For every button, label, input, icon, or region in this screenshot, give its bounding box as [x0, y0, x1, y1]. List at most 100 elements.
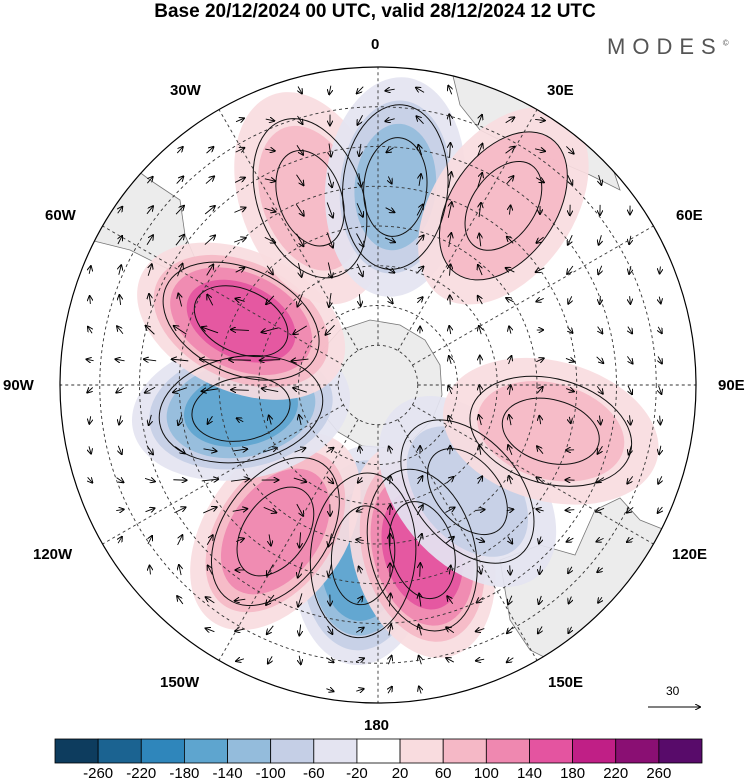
wind-vector: [205, 176, 214, 184]
wind-vector: [148, 536, 152, 545]
wind-vector: [596, 538, 604, 541]
wind-vector: [207, 295, 214, 306]
wind-vector: [269, 415, 271, 425]
contour-line: [193, 285, 289, 358]
wind-vector: [567, 175, 573, 184]
colorbar-tick-label: 260: [646, 765, 672, 782]
wind-vector: [659, 385, 662, 394]
lon-label-90w: 90W: [3, 377, 34, 394]
wind-vector: [598, 446, 603, 453]
wind-vector: [117, 326, 124, 335]
lon-label-30e: 30E: [547, 82, 574, 99]
wind-vector: [536, 268, 545, 272]
wind-vector: [235, 148, 245, 152]
wind-vector: [509, 415, 511, 426]
wind-vector: [327, 625, 333, 634]
wind-vector: [146, 206, 153, 215]
wind-vector: [628, 326, 632, 334]
wind-vector: [477, 173, 482, 188]
wind-vector: [204, 235, 215, 245]
wind-vector: [299, 655, 301, 665]
wind-vector: [266, 265, 273, 275]
wind-vector: [449, 114, 451, 126]
wind-vector: [175, 235, 184, 246]
longitude-line: [412, 404, 654, 545]
anomaly-blob: [477, 381, 625, 482]
wind-vector: [629, 445, 632, 455]
wind-vector: [509, 385, 510, 395]
lon-label-30w: 30W: [170, 82, 201, 99]
wind-vector: [630, 296, 631, 304]
wind-vector: [119, 265, 121, 275]
wind-vector: [449, 326, 450, 335]
wind-vector: [173, 387, 188, 393]
wind-vector: [356, 689, 363, 691]
wind-vector: [235, 599, 246, 601]
wind-vector: [448, 86, 451, 95]
map-border: [59, 66, 697, 704]
wind-vector: [146, 177, 152, 184]
wind-vector: [596, 385, 603, 393]
map-title: Base 20/12/2024 00 UTC, valid 28/12/2024…: [154, 1, 596, 22]
wind-vector: [232, 509, 248, 512]
wind-vector: [449, 172, 452, 188]
wind-vector: [231, 390, 249, 391]
wind-vector: [479, 415, 482, 426]
wind-vector: [565, 389, 574, 392]
wind-vector: [539, 565, 540, 574]
wind-vector: [146, 235, 153, 246]
wind-vector: [119, 415, 121, 425]
wind-vector: [448, 416, 451, 425]
colorbar-tick-label: 60: [434, 765, 452, 782]
wind-vector: [326, 476, 333, 484]
wind-vector: [145, 386, 156, 392]
wind-vector: [234, 178, 245, 183]
wind-vector: [417, 476, 423, 485]
longitude-line: [218, 109, 359, 351]
wind-vector: [598, 326, 603, 334]
wind-vector: [357, 115, 363, 125]
wind-vector: [235, 538, 244, 541]
wind-vector: [116, 478, 124, 483]
wind-vector: [446, 627, 455, 634]
wind-vector: [201, 479, 218, 481]
wind-vector: [176, 147, 183, 154]
wind-vector: [296, 174, 303, 186]
wind-vector: [566, 510, 575, 511]
wind-vector: [87, 387, 94, 392]
wind-vector: [388, 656, 391, 665]
wind-vector: [88, 327, 92, 334]
wind-vector: [659, 445, 661, 454]
contour-line: [363, 137, 428, 237]
wind-vector: [385, 89, 395, 91]
wind-vector: [416, 205, 423, 216]
colorbar-tick-label: 140: [516, 765, 542, 782]
wind-vector: [416, 297, 422, 304]
wind-vector: [388, 687, 392, 694]
wind-vector: [118, 537, 122, 544]
wind-vector: [475, 510, 484, 511]
wind-vector: [627, 476, 634, 483]
wind-vector: [658, 476, 662, 483]
wind-vector: [88, 477, 93, 482]
wind-vector: [174, 446, 185, 454]
wind-vector: [178, 414, 182, 425]
wind-vector: [475, 538, 484, 541]
wind-vector: [627, 507, 634, 512]
wind-vector: [535, 178, 544, 183]
wind-vector: [118, 445, 121, 454]
wind-vector: [203, 507, 216, 514]
wind-vector: [172, 359, 189, 361]
wind-vector: [506, 509, 514, 510]
wind-vector: [418, 534, 422, 547]
wind-vector: [175, 206, 184, 215]
wind-vector: [448, 386, 451, 395]
wind-vector: [144, 359, 157, 361]
wind-vector: [144, 478, 155, 481]
lon-label-120w: 120W: [33, 546, 73, 563]
wind-vector: [599, 415, 600, 425]
colorbar-tick-label: -260: [83, 765, 114, 782]
contour-line: [191, 376, 291, 442]
wind-vector: [450, 264, 451, 276]
wind-vector: [630, 415, 631, 424]
